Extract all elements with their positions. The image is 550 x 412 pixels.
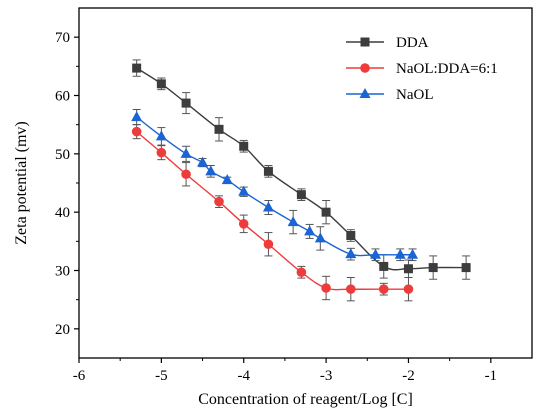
y-axis-title: Zeta potential (mv) [13, 121, 30, 245]
data-point [221, 174, 233, 185]
data-point [346, 284, 356, 294]
data-point [239, 141, 249, 151]
data-point [428, 263, 438, 273]
data-point [263, 166, 273, 176]
data-point [378, 284, 389, 294]
data-point [394, 248, 406, 259]
legend-item-0: DDA [346, 35, 429, 51]
data-point [214, 196, 224, 207]
y-tick-label: 40 [55, 205, 70, 221]
legend-item-2: NaOL [346, 87, 434, 103]
data-point [131, 111, 143, 122]
data-point [263, 239, 274, 250]
x-tick-label: -5 [155, 368, 168, 384]
y-axis: 20 30 40 50 60 70 [55, 30, 79, 338]
series-line [136, 116, 413, 257]
data-point [181, 169, 191, 180]
legend-label: DDA [396, 35, 429, 51]
data-point [262, 201, 274, 212]
data-point [304, 225, 316, 236]
legend-label: NaOL:DDA=6:1 [396, 61, 498, 77]
data-point [370, 248, 382, 259]
x-tick-label: -6 [73, 368, 86, 384]
y-tick-label: 30 [55, 264, 70, 280]
data-point [296, 190, 306, 200]
data-point [379, 261, 389, 271]
data-point [205, 165, 217, 176]
series-1 [131, 124, 414, 302]
series-layer [131, 59, 471, 302]
y-tick-label: 50 [55, 147, 70, 163]
data-point [181, 98, 191, 108]
data-point [287, 216, 299, 227]
data-point [321, 283, 331, 293]
data-point [131, 126, 142, 137]
data-point [296, 267, 307, 278]
data-point [345, 248, 357, 259]
legend-marker [360, 37, 370, 47]
legend: DDA NaOL:DDA=6:1 NaOL [346, 35, 498, 103]
data-point [155, 130, 167, 141]
x-tick-label: -4 [237, 368, 250, 384]
x-tick-label: -3 [320, 368, 333, 384]
x-axis: -6 -5 -4 -3 -2 -1 [73, 358, 497, 384]
data-point [403, 284, 414, 294]
x-tick-label: -2 [402, 368, 415, 384]
data-point [461, 263, 471, 273]
data-point [214, 124, 224, 134]
y-tick-label: 20 [55, 322, 70, 338]
data-point [180, 147, 192, 158]
y-tick-label: 70 [55, 30, 70, 46]
legend-label: NaOL [396, 87, 434, 103]
legend-item-1: NaOL:DDA=6:1 [346, 61, 498, 77]
series-2 [131, 109, 419, 262]
y-tick-label: 60 [55, 89, 70, 105]
data-point [156, 147, 167, 158]
x-tick-label: -1 [485, 368, 498, 384]
series-0 [132, 59, 471, 280]
legend-marker [360, 63, 370, 73]
x-axis-title: Concentration of reagent/Log [C] [198, 391, 413, 408]
data-point [403, 264, 413, 274]
data-point [132, 63, 142, 73]
data-point [197, 156, 209, 167]
data-point [321, 207, 331, 217]
legend-marker [359, 88, 371, 98]
data-point [156, 79, 166, 89]
data-point [314, 232, 326, 243]
data-point [238, 219, 249, 229]
data-point [238, 185, 250, 196]
data-point [346, 231, 356, 240]
data-point [407, 248, 419, 259]
